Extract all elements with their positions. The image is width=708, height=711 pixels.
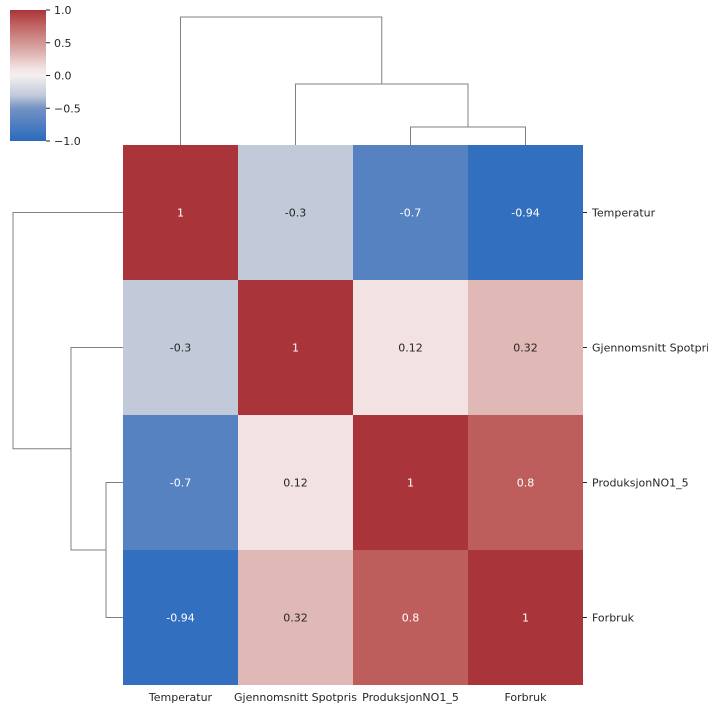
cell-value-label: 0.12 — [398, 342, 423, 355]
colorbar-tick-label: 0.5 — [54, 37, 72, 50]
heatmap-grid: 1 -0.3 -0.7 -0.94 -0.3 1 0.12 0.32 -0.7 0.12 1 0.8 -… — [123, 145, 583, 685]
heatmap-cell — [238, 280, 353, 415]
x-tick-label: Gjennomsnitt Spotpris — [234, 691, 357, 704]
cell-value-label: -0.94 — [511, 207, 539, 220]
colorbar-gradient — [10, 10, 46, 141]
colorbar-tick-label: −0.5 — [54, 102, 81, 115]
cell-value-label: -0.3 — [285, 207, 306, 220]
top-dendrogram-link — [180, 16, 383, 145]
heatmap-cell — [238, 415, 353, 550]
top-dendrogram — [180, 16, 526, 145]
cell-value-label: -0.94 — [166, 612, 194, 625]
cell-value-label: 1 — [522, 612, 529, 625]
x-axis-tick-labels: Temperatur Gjennomsnitt Spotpris Produksjo… — [148, 691, 547, 704]
cell-value-label: 0.32 — [513, 342, 538, 355]
colorbar: 1.0 0.5 0.0 −0.5 −1.0 — [10, 4, 81, 148]
y-tick-label: Forbruk — [592, 612, 635, 625]
heatmap-cell — [353, 415, 468, 550]
cell-value-label: 0.12 — [283, 477, 308, 490]
x-tick-label: Forbruk — [504, 691, 547, 704]
heatmap-cell — [468, 280, 583, 415]
heatmap-cell — [238, 550, 353, 685]
heatmap-cell — [353, 550, 468, 685]
left-dendrogram-link — [105, 482, 123, 618]
left-dendrogram-link — [12, 212, 123, 450]
cell-value-label: 0.8 — [517, 477, 535, 490]
heatmap-cell — [468, 145, 583, 280]
y-tick-label: ProduksjonNO1_5 — [592, 477, 689, 490]
colorbar-tick-label: −1.0 — [54, 135, 81, 148]
y-tick-label: Gjennomsnitt Spotpris — [592, 342, 708, 355]
heatmap-cell — [468, 415, 583, 550]
top-dendrogram-link — [295, 83, 469, 145]
x-tick-label: Temperatur — [148, 691, 213, 704]
heatmap-cell — [123, 280, 238, 415]
x-tick-label: ProduksjonNO1_5 — [362, 691, 459, 704]
heatmap-cell — [353, 145, 468, 280]
y-tick-label: Temperatur — [591, 207, 656, 220]
cell-value-label: -0.7 — [170, 477, 191, 490]
y-axis-tick-labels: Temperatur Gjennomsnitt Spotpris Produksjo… — [583, 207, 708, 625]
cell-value-label: -0.7 — [400, 207, 421, 220]
left-dendrogram-link — [70, 347, 123, 551]
cell-value-label: 1 — [177, 207, 184, 220]
cell-value-label: 1 — [407, 477, 414, 490]
colorbar-tick-label: 1.0 — [54, 4, 72, 17]
top-dendrogram-link — [410, 126, 526, 145]
heatmap-cell — [353, 280, 468, 415]
cell-value-label: 0.32 — [283, 612, 308, 625]
heatmap-cell — [123, 550, 238, 685]
cell-value-label: 0.8 — [402, 612, 420, 625]
left-dendrogram — [12, 212, 123, 618]
heatmap-cell — [238, 145, 353, 280]
cell-value-label: -0.3 — [170, 342, 191, 355]
cell-value-label: 1 — [292, 342, 299, 355]
heatmap-cell — [123, 145, 238, 280]
heatmap-cell — [123, 415, 238, 550]
heatmap-cell — [468, 550, 583, 685]
colorbar-tick-label: 0.0 — [54, 70, 72, 83]
